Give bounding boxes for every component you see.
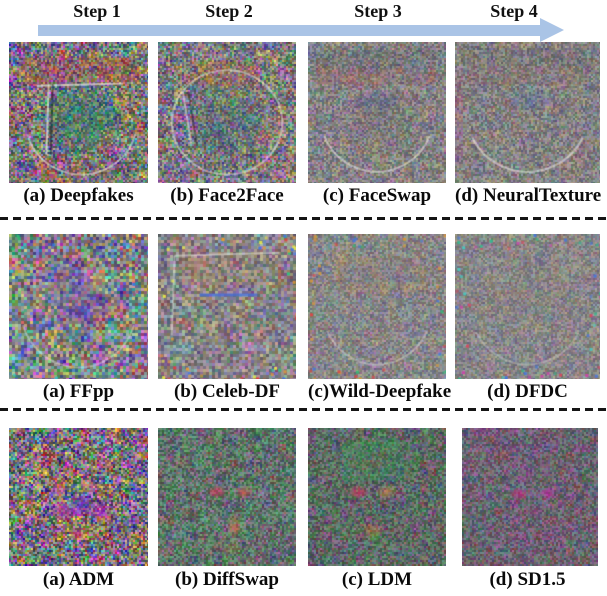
timeline-arrow-body [38,25,540,36]
caption-ffpp: (a) FFpp [42,381,115,402]
caption-adm: (a) ADM [42,569,115,590]
row-separator-1 [0,217,607,220]
caption-dfdc: (d) DFDC [487,381,568,402]
caption-face2face: (b) Face2Face [170,185,284,206]
caption-sd15: (d) SD1.5 [489,569,566,590]
noise-map-deepfakes [9,42,148,183]
noise-map-ldm [308,428,446,566]
noise-map-wild-deepfake [308,234,446,379]
caption-celeb-df: (b) Celeb-DF [173,381,281,402]
noise-map-sd15 [462,428,598,566]
step-label-2: Step 2 [205,1,253,21]
step-label-4: Step 4 [490,1,538,21]
noise-map-dfdc [455,234,600,379]
row-separator-2 [0,408,607,411]
noise-map-celeb-df [158,234,296,379]
noise-map-neuraltexture [455,42,600,183]
noise-map-faceswap [308,42,446,183]
caption-neuraltexture: (d) NeuralTexture [455,185,602,206]
step-label-3: Step 3 [354,1,402,21]
caption-ldm: (c) LDM [341,569,413,590]
step-label-1: Step 1 [73,1,121,21]
noise-map-ffpp [9,234,148,379]
caption-faceswap: (c) FaceSwap [322,185,432,206]
noise-map-face2face [158,42,296,183]
noise-map-diffswap [158,428,296,566]
caption-diffswap: (b) DiffSwap [175,569,279,590]
noise-map-adm [9,428,148,566]
timeline-arrow-head [540,18,564,42]
caption-deepfakes: (a) Deepfakes [23,185,134,206]
caption-wild-deepfake: (c)Wild-Deepfake [308,381,452,402]
